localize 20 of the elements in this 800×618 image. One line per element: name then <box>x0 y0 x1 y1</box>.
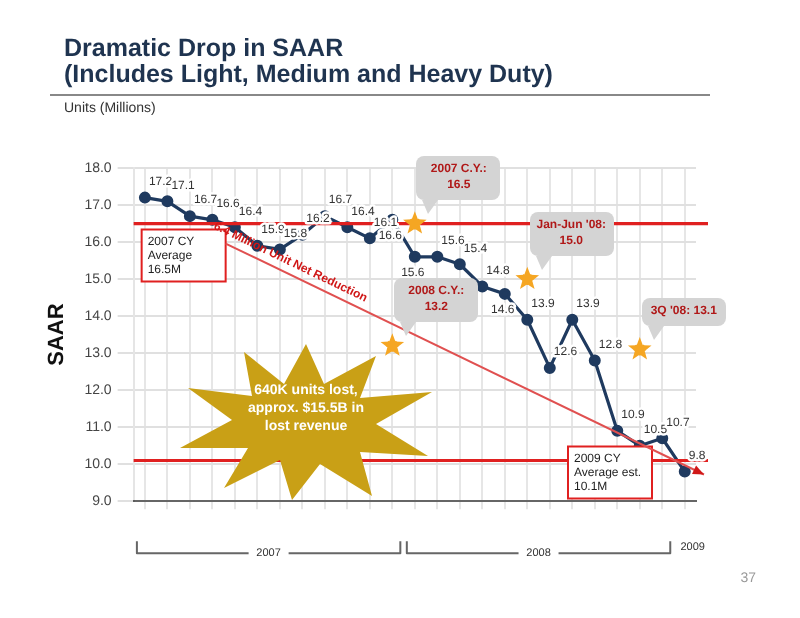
point <box>363 232 376 245</box>
point <box>183 210 196 223</box>
point <box>566 313 579 326</box>
point <box>453 258 466 271</box>
point <box>521 313 534 326</box>
point <box>403 211 427 234</box>
point <box>588 354 601 367</box>
point <box>161 195 174 208</box>
point <box>476 280 489 293</box>
point <box>138 191 151 204</box>
point <box>431 250 444 263</box>
point <box>627 337 652 360</box>
chart-title: Dramatic Drop in SAAR (Includes Light, Medium and Heavy Duty) <box>64 34 553 88</box>
point <box>380 333 405 356</box>
point <box>515 266 540 290</box>
point <box>408 250 421 263</box>
y-axis-title: SAAR <box>45 303 70 366</box>
point <box>678 465 691 478</box>
point <box>543 361 556 374</box>
point <box>498 287 511 300</box>
